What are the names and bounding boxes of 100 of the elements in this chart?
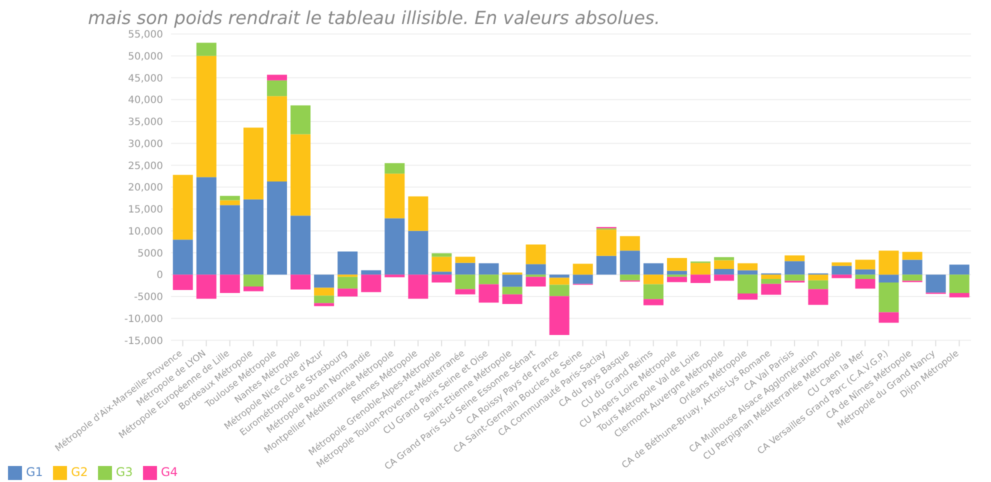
bar [478, 284, 499, 303]
y-tick-label: 0 [156, 270, 163, 282]
y-tick-label: 55,000 [128, 30, 163, 41]
bar [902, 252, 922, 260]
bar [432, 274, 452, 283]
bar [455, 262, 476, 275]
bar [949, 274, 970, 294]
bar [855, 260, 876, 270]
bar [172, 274, 193, 290]
bar [714, 260, 734, 269]
bar [949, 293, 970, 298]
bar [361, 274, 382, 292]
bar [502, 274, 522, 287]
bar [620, 274, 640, 280]
bar [267, 96, 287, 182]
bar [667, 258, 687, 271]
bar [384, 174, 405, 218]
legend-label: G3 [116, 465, 133, 480]
bar [196, 177, 216, 275]
bar [878, 274, 899, 283]
bar [549, 284, 570, 296]
y-tick-label: 40,000 [128, 95, 163, 106]
bar [878, 250, 899, 275]
bar [220, 274, 240, 294]
bar [384, 163, 405, 174]
bar [855, 279, 876, 289]
bar [761, 274, 782, 280]
bar [878, 312, 899, 323]
bar [290, 134, 311, 216]
bar [455, 274, 476, 290]
bar [196, 42, 216, 56]
y-tick-label: 15,000 [128, 204, 163, 216]
bar [384, 218, 405, 275]
bar [408, 230, 428, 275]
bar [432, 253, 452, 257]
bar [620, 250, 640, 275]
y-tick-label: -10,000 [124, 314, 163, 325]
bar [314, 274, 334, 288]
bar [572, 264, 593, 275]
bar [808, 274, 828, 280]
bar [455, 256, 476, 263]
bar [243, 199, 264, 275]
bar [338, 288, 358, 297]
bar [314, 296, 334, 304]
bar [526, 276, 546, 286]
bar [290, 105, 311, 134]
bar [455, 289, 476, 294]
bar [314, 303, 334, 306]
bar [290, 216, 311, 275]
bar [432, 256, 452, 272]
bar [243, 286, 264, 292]
y-tick-label: 20,000 [128, 182, 163, 194]
bar [549, 274, 570, 278]
bar [290, 274, 311, 290]
bar [808, 280, 828, 290]
bar [243, 128, 264, 200]
bar [738, 270, 758, 275]
y-tick-label: 10,000 [128, 226, 163, 238]
bar [643, 284, 664, 300]
bar [738, 263, 758, 270]
bar [267, 74, 287, 80]
bar [761, 279, 782, 284]
bar [596, 256, 616, 275]
bar [596, 230, 616, 256]
bar [502, 294, 522, 304]
y-tick-label: 25,000 [128, 160, 163, 172]
bar [220, 205, 240, 275]
bar [832, 262, 852, 266]
bar [855, 269, 876, 275]
bar [196, 56, 216, 178]
bar [526, 264, 546, 275]
bar [408, 196, 428, 231]
y-tick-label: 35,000 [128, 117, 163, 128]
bar [338, 276, 358, 289]
bar [267, 80, 287, 96]
bar [549, 296, 570, 336]
bar [643, 274, 664, 284]
bar [832, 274, 852, 278]
bar [784, 261, 805, 275]
bar [572, 274, 593, 284]
bar [690, 262, 711, 275]
bar [502, 286, 522, 294]
bar [784, 274, 805, 281]
bar [526, 244, 546, 264]
y-tick-label: 50,000 [128, 51, 163, 62]
bar [314, 288, 334, 296]
bar [761, 284, 782, 295]
bar [243, 274, 264, 286]
bar [784, 255, 805, 262]
bar [714, 257, 734, 260]
bar [478, 263, 499, 275]
bar [549, 278, 570, 285]
bar [714, 274, 734, 281]
legend-label: G1 [26, 465, 43, 480]
legend-label: G2 [70, 465, 88, 480]
bar [432, 272, 452, 275]
bar [738, 293, 758, 300]
bar [502, 272, 522, 275]
bar [808, 289, 828, 305]
y-tick-label: -15,000 [124, 336, 163, 347]
